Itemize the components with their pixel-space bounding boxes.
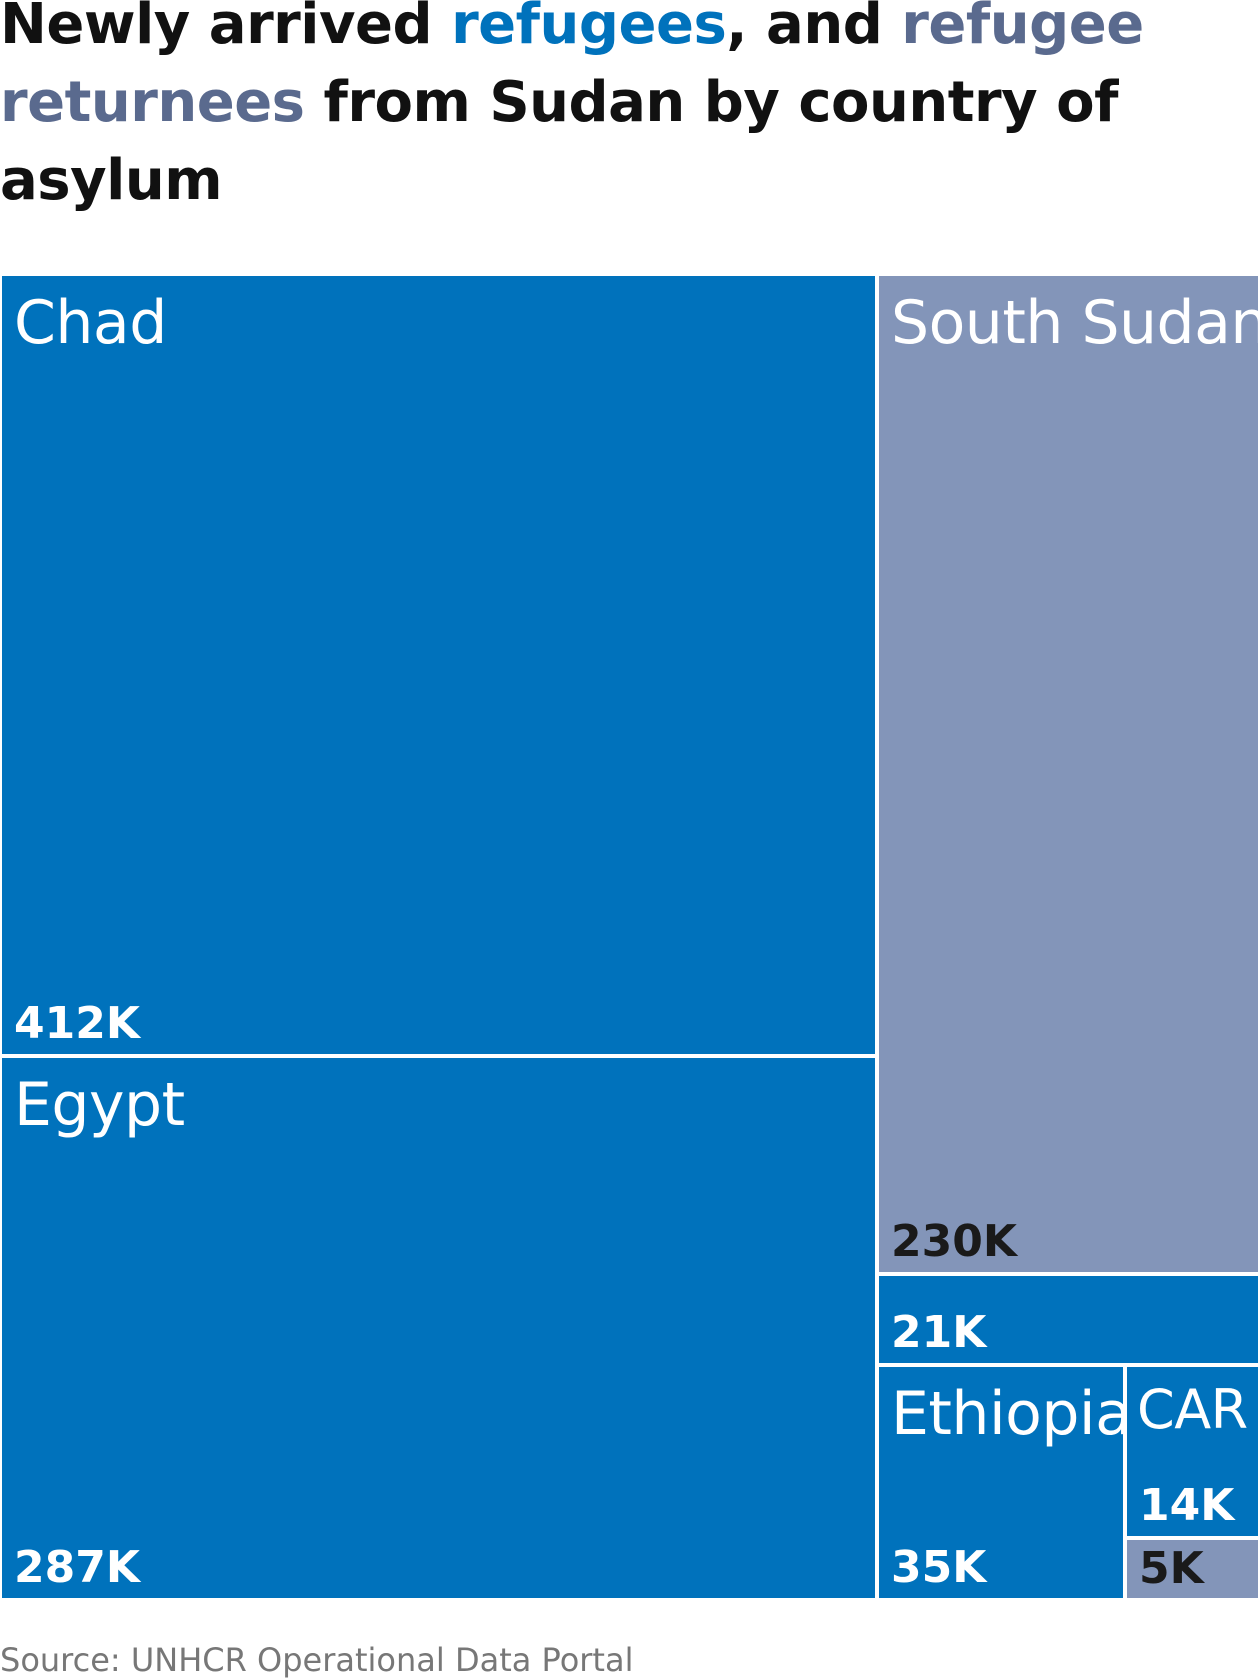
treemap-tile-ethiopia: Ethiopia 35K <box>877 1365 1125 1600</box>
tile-value-label: 230K <box>891 1216 1017 1267</box>
tile-value-label: 412K <box>14 998 140 1049</box>
title-refugees-highlight: refugees <box>451 0 727 57</box>
title-prefix: Newly arrived <box>0 0 452 57</box>
tile-name-label: Ethiopia <box>891 1379 1125 1449</box>
treemap-tile-car: CAR 14K <box>1125 1365 1260 1538</box>
tile-value-label: 287K <box>14 1542 140 1593</box>
treemap-chart: Chad 412K Egypt 287K South Sudan 230K 21K Ethio… <box>0 274 1260 1600</box>
tile-value-label: 5K <box>1139 1543 1204 1594</box>
treemap-tile-egypt: Egypt 287K <box>0 1056 877 1600</box>
tile-name-label: CAR <box>1137 1378 1248 1441</box>
treemap-tile-unlabeled-3: 21K <box>877 1274 1260 1365</box>
title-returnees-highlight: refugee returnees <box>0 0 1144 135</box>
title-suffix: from Sudan by country of asylum <box>0 70 1118 213</box>
tile-value-label: 14K <box>1139 1480 1235 1531</box>
title-middle: , and <box>726 0 902 57</box>
tile-name-label: South Sudan <box>891 288 1260 358</box>
treemap-tile-unlabeled-6: 5K <box>1125 1538 1260 1600</box>
treemap-tile-chad: Chad 412K <box>0 274 877 1056</box>
tile-value-label: 35K <box>891 1542 987 1593</box>
source-note: Source: UNHCR Operational Data Portal <box>0 1641 634 1679</box>
chart-title: Newly arrived refugees, and refugee retu… <box>0 0 1240 220</box>
treemap-tile-south-sudan: South Sudan 230K <box>877 274 1260 1274</box>
tile-name-label: Egypt <box>14 1070 185 1140</box>
tile-value-label: 21K <box>891 1307 987 1358</box>
tile-name-label: Chad <box>14 288 167 358</box>
